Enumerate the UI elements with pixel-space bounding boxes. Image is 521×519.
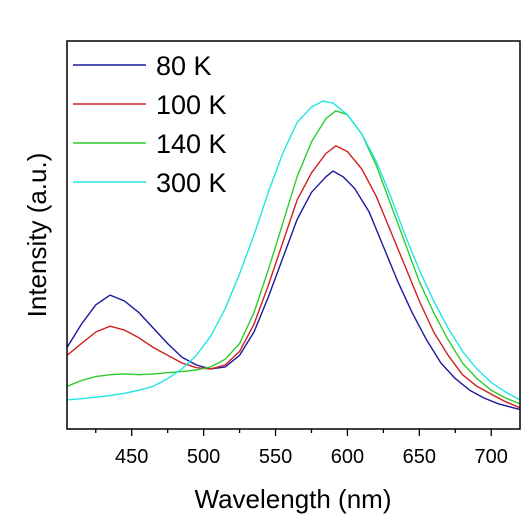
x-tick-label: 500 xyxy=(187,446,220,468)
x-tick-label: 450 xyxy=(115,446,148,468)
series-line-300-k xyxy=(66,100,521,401)
x-tick-label: 600 xyxy=(331,446,364,468)
x-tick-label: 650 xyxy=(403,446,436,468)
legend-label: 100 K xyxy=(156,90,227,120)
series-line-140-k xyxy=(66,110,521,405)
legend-label: 80 K xyxy=(156,51,212,81)
x-tick-label: 700 xyxy=(475,446,508,468)
y-axis-title: Intensity (a.u.) xyxy=(22,153,52,318)
legend: 80 K 100 K 140 K 300 K xyxy=(73,51,227,198)
legend-label: 300 K xyxy=(156,168,227,198)
x-axis-ticks: 450 500 550 600 650 700 xyxy=(95,429,508,468)
series-line-100-k xyxy=(66,145,521,409)
plot-lines xyxy=(66,100,521,411)
x-axis-title: Wavelength (nm) xyxy=(195,484,392,514)
series-line-80-k xyxy=(66,170,521,411)
x-tick-label: 550 xyxy=(259,446,292,468)
plot-frame xyxy=(66,40,521,430)
legend-label: 140 K xyxy=(156,129,227,159)
